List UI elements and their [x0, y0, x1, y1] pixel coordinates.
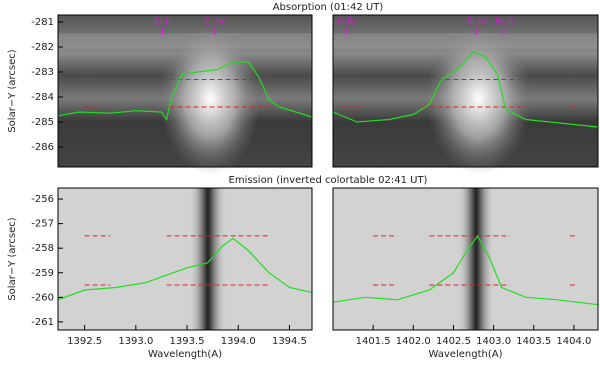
x-tick-label: 1404.0 [556, 336, 591, 347]
x-tick-label: 1392.5 [67, 336, 102, 347]
x-tick-label: 1403.5 [516, 336, 551, 347]
x-tick-label: 1393.5 [170, 336, 205, 347]
y-tick-label: -286 [31, 142, 54, 153]
axes-frame [57, 14, 313, 168]
y-tick-label: -283 [31, 67, 54, 78]
spectrum-glow [159, 22, 262, 175]
y-tick-label: -260 [31, 292, 54, 303]
axes-frame [332, 187, 599, 331]
y-axis-label: Solar−Y (arcsec) [7, 49, 18, 132]
spectrum-band [58, 33, 312, 49]
section-title: Emission (inverted colortable 02:41 UT) [229, 175, 428, 186]
x-tick-label: 1402.5 [436, 336, 471, 347]
profile-line [332, 51, 599, 128]
y-tick-label: -285 [31, 117, 54, 128]
line-annotation: Si II [154, 18, 170, 28]
line-annotation: Si IV [467, 18, 488, 28]
profile-line [57, 237, 313, 301]
x-tick-label: 1402.0 [396, 336, 431, 347]
x-tick-label: 1401.5 [356, 336, 391, 347]
line-annotation: Si IV [205, 18, 226, 28]
y-tick-label: -281 [31, 17, 54, 28]
x-tick-label: 1403.0 [476, 336, 511, 347]
line-annotation: O IV [337, 18, 357, 28]
spectrum-line [189, 188, 226, 330]
x-axis-label: Wavelength(A) [148, 349, 222, 360]
y-tick-label: -284 [31, 92, 54, 103]
axes-frame [57, 187, 313, 331]
x-tick-label: 1394.5 [272, 336, 307, 347]
spectrum-band [333, 33, 598, 49]
x-axis-label: Wavelength(A) [429, 349, 503, 360]
y-tick-label: -259 [31, 268, 54, 279]
spectrum-glow [425, 22, 532, 175]
y-axis-label: Solar−Y (arcsec) [7, 217, 18, 300]
y-tick-label: -256 [31, 194, 54, 205]
x-tick-label: 1394.0 [221, 336, 256, 347]
y-tick-label: -257 [31, 219, 54, 230]
x-tick-label: 1393.0 [118, 336, 153, 347]
line-annotation: Fe II [495, 18, 513, 28]
axes-frame [332, 14, 599, 168]
y-tick-label: -258 [31, 243, 54, 254]
spectrum-image [58, 188, 312, 330]
spectrum-line [458, 188, 495, 330]
profile-line [332, 234, 599, 306]
y-tick-label: -282 [31, 42, 54, 53]
section-title: Absorption (01:42 UT) [273, 2, 384, 13]
profile-line [57, 61, 313, 121]
y-tick-label: -261 [31, 317, 54, 328]
